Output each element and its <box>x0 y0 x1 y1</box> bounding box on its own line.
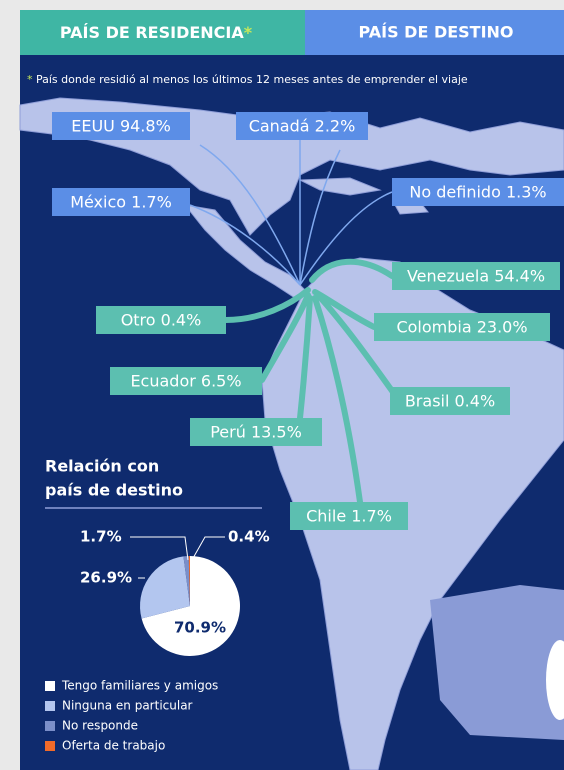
destination-label: No definido 1.3% <box>409 183 546 202</box>
legend: Tengo familiares y amigos Ninguna en part… <box>45 679 218 753</box>
label-box <box>392 262 560 290</box>
origin-label: Brasil 0.4% <box>405 392 495 411</box>
label-box <box>374 313 550 341</box>
value-label: 26.9% <box>80 569 132 587</box>
legend-swatch <box>45 721 55 731</box>
label-box <box>110 367 262 395</box>
pie-slice <box>139 556 190 619</box>
legend-label: Tengo familiares y amigos <box>61 679 218 693</box>
legend-swatch <box>45 681 55 691</box>
note-text: País donde residió al menos los últimos … <box>36 73 468 86</box>
note-mark: * <box>27 73 33 86</box>
destination-label: México 1.7% <box>70 193 172 212</box>
label-box <box>96 306 226 334</box>
legend-label: Ninguna en particular <box>62 699 193 713</box>
value-label: 1.7% <box>80 528 122 546</box>
label-box <box>392 178 564 206</box>
tab-text: PAÍS DE RESIDENCIA <box>60 23 244 42</box>
legend-swatch <box>45 741 55 751</box>
origin-labels: Venezuela 54.4% Otro 0.4% Colombia 23.0%… <box>96 262 560 530</box>
origin-label: Ecuador 6.5% <box>130 372 241 391</box>
label-box <box>236 112 368 140</box>
pie-slice <box>183 556 190 606</box>
pie-slice <box>141 556 240 656</box>
label-box <box>290 502 408 530</box>
label-box <box>190 418 322 446</box>
value-label: 0.4% <box>228 528 270 546</box>
origin-label: Colombia 23.0% <box>396 318 527 337</box>
label-box <box>52 188 190 216</box>
tab-label: PAÍS DE DESTINO <box>358 23 513 42</box>
tab-label: PAÍS DE RESIDENCIA* <box>60 23 253 42</box>
note: * País donde residió al menos los último… <box>27 73 468 86</box>
land-shade <box>430 585 564 740</box>
label-box <box>52 112 190 140</box>
label-box <box>390 387 510 415</box>
destination-label: Canadá 2.2% <box>249 117 356 136</box>
origin-label: Otro 0.4% <box>121 311 202 330</box>
origin-label: Perú 13.5% <box>210 423 302 442</box>
pie <box>139 555 240 656</box>
origin-arrows <box>223 258 398 505</box>
tab-mark: * <box>244 23 253 42</box>
legend-label: Oferta de trabajo <box>62 739 165 753</box>
destination-arrows <box>189 140 393 286</box>
legend-label: No responde <box>62 719 138 733</box>
destination-label: EEUU 94.8% <box>71 117 171 136</box>
pie-slice <box>188 555 190 606</box>
tab[interactable] <box>20 10 305 55</box>
origin-label: Chile 1.7% <box>306 507 392 526</box>
land-highlight <box>546 640 564 720</box>
chart-title: país de destino <box>45 481 183 500</box>
origin-label: Venezuela 54.4% <box>407 267 545 286</box>
destination-labels: EEUU 94.8% Canadá 2.2% México 1.7% No de… <box>52 112 564 216</box>
leader-lines <box>130 536 225 579</box>
legend-swatch <box>45 701 55 711</box>
tab[interactable] <box>305 10 564 55</box>
value-label: 70.9% <box>174 619 226 637</box>
chart-title: Relación con <box>45 457 159 476</box>
